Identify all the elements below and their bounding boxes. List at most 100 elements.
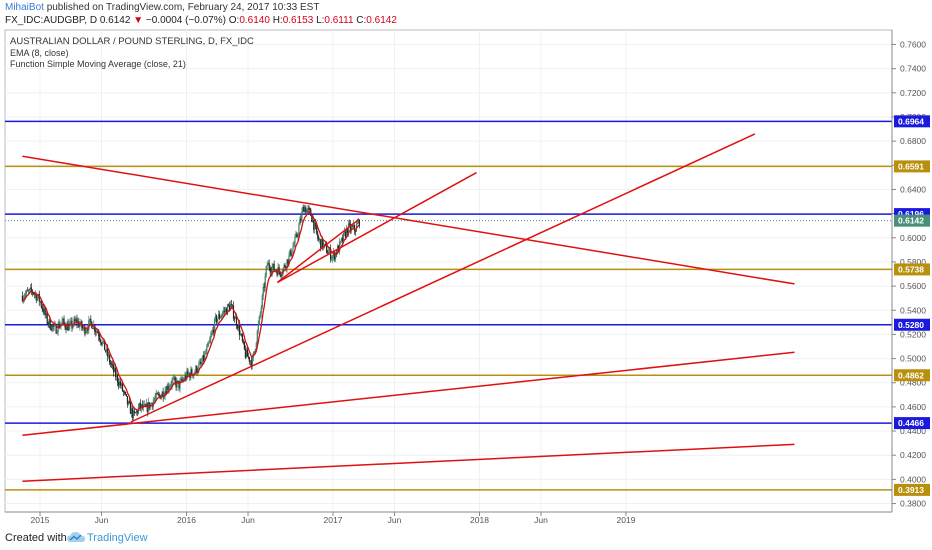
candle-body (36, 296, 38, 301)
candle-body (270, 271, 272, 273)
candle-body (271, 267, 273, 273)
candle-body (358, 220, 360, 227)
trend-line[interactable] (276, 171, 477, 284)
candle-body (286, 259, 288, 269)
candle-body (246, 349, 248, 357)
change-arrow-icon: ▼ (133, 15, 144, 26)
candle-body (94, 324, 96, 332)
trend-line[interactable] (22, 443, 795, 482)
candle-body (328, 251, 330, 254)
candle-body (135, 410, 137, 413)
low-label: L: (316, 15, 325, 26)
candle-body (228, 305, 231, 311)
trend-line[interactable] (276, 218, 360, 284)
candle-body (110, 362, 112, 364)
price-tag-label: 0.6591 (898, 161, 924, 171)
price-tag-label: 0.3913 (898, 485, 924, 495)
candle-body (343, 231, 346, 233)
candle-body (165, 390, 167, 394)
y-tick-label: 0.5200 (900, 329, 926, 339)
candle-body (191, 369, 193, 375)
candle-body (338, 241, 341, 252)
candle-body (212, 329, 214, 333)
candle-body (138, 402, 140, 408)
y-tick-label: 0.6800 (900, 136, 926, 146)
candle-body (258, 316, 260, 325)
tradingview-brand[interactable]: TradingView (87, 532, 148, 544)
y-tick-label: 0.4400 (900, 426, 926, 436)
candle-body (131, 408, 134, 418)
price-tag (894, 263, 930, 276)
candle-body (281, 274, 283, 277)
candle-body (352, 224, 355, 227)
candle-body (309, 208, 311, 210)
candle-body (218, 314, 220, 319)
candle-body (233, 318, 236, 320)
candle-body (290, 249, 292, 256)
candle-body (220, 317, 222, 319)
candle-body (320, 239, 322, 249)
candle-body (182, 379, 184, 381)
candle-body (67, 323, 69, 331)
price-chart[interactable]: 0.76000.74000.72000.70000.68000.66000.64… (0, 0, 932, 526)
candle-body (266, 265, 268, 267)
candle-body (241, 335, 244, 342)
candle-body (190, 369, 192, 378)
candle-body (248, 357, 250, 362)
candle-body (106, 348, 108, 352)
candle-body (260, 307, 262, 314)
created-with-text: Created with (5, 532, 67, 544)
candle-body (272, 263, 274, 268)
candle-body (114, 368, 117, 377)
candle-body (267, 263, 269, 266)
candle-body (245, 349, 247, 358)
candle-body (112, 364, 114, 366)
candle-body (314, 222, 316, 230)
candle-body (205, 352, 207, 354)
symbol-line: FX_IDC:AUDGBP, D 0.6142 ▼ −0.0004 (−0.07… (5, 15, 397, 26)
x-tick-label: 2017 (324, 515, 343, 525)
y-tick-label: 0.3800 (900, 499, 926, 509)
candle-body (231, 304, 234, 306)
x-tick-label: 2016 (177, 515, 196, 525)
candle-body (24, 293, 26, 297)
candle-body (48, 319, 50, 324)
trend-line[interactable] (22, 351, 795, 437)
price-tag-label: 0.6196 (898, 209, 924, 219)
candle-body (33, 293, 35, 295)
candle-body (221, 315, 223, 318)
candle-body (82, 327, 84, 329)
candle-body (324, 243, 326, 245)
candle-body (173, 377, 175, 379)
ema-line (22, 210, 360, 412)
candle-body (300, 218, 302, 221)
candle-body (167, 385, 169, 390)
y-tick-label: 0.4200 (900, 450, 926, 460)
candle-body (235, 316, 238, 326)
indicator-sma-label[interactable]: Function Simple Moving Average (close, 2… (10, 59, 186, 69)
symbol-name[interactable]: FX_IDC:AUDGBP, D (5, 15, 98, 26)
y-tick-label: 0.4600 (900, 402, 926, 412)
candle-body (204, 353, 206, 361)
candle-body (294, 236, 296, 244)
author-link[interactable]: MihaiBot (5, 2, 44, 13)
indicator-ema-label[interactable]: EMA (8, close) (10, 48, 69, 58)
candle-body (326, 244, 328, 253)
price-tag-label: 0.4862 (898, 370, 924, 380)
footer: Created with TradingView (0, 526, 932, 550)
candle-body (21, 295, 24, 302)
high-label: H: (272, 15, 283, 26)
y-tick-label: 0.5800 (900, 257, 926, 267)
candle-body (242, 341, 245, 342)
candle-body (357, 220, 359, 223)
publish-line: MihaiBot published on TradingView.com, F… (5, 2, 319, 13)
candle-body (72, 325, 74, 328)
trend-line[interactable] (130, 133, 756, 423)
candle-body (166, 385, 168, 394)
time-axis[interactable]: 2015 Jun 2016 Jun 2017 Jun 2018 Jun 2019 (31, 512, 636, 525)
candle-body (194, 371, 196, 374)
candle-body (161, 391, 163, 396)
candle-body (334, 252, 337, 260)
chart-pane[interactable] (4, 29, 893, 513)
trend-line[interactable] (22, 155, 795, 285)
